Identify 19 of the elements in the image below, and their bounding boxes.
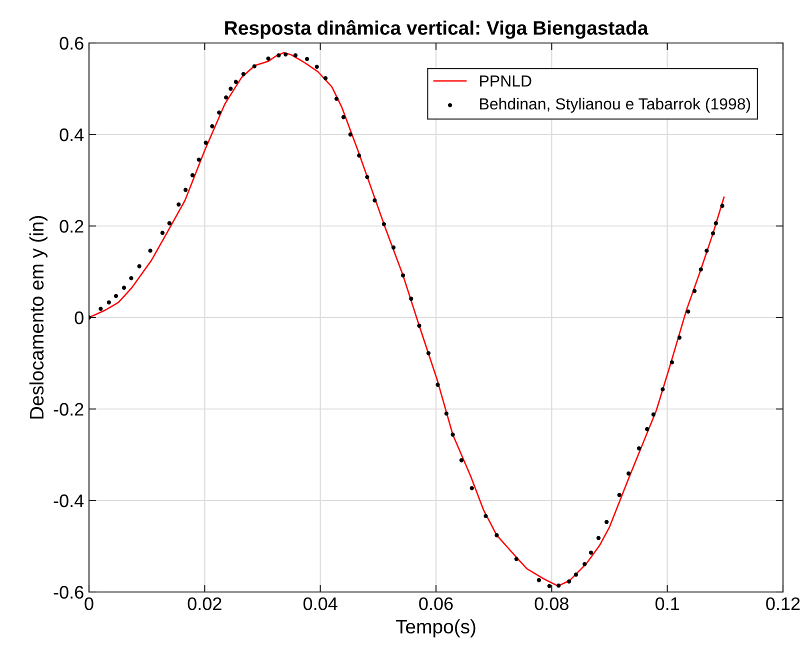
chart-title: Resposta dinâmica vertical: Viga Biengastada [225, 20, 648, 39]
legend-label: PPNLD [480, 76, 532, 87]
x-axis-title: Tempo(s) [396, 619, 476, 638]
y-axis-title: Deslocamento em y (in) [29, 216, 48, 419]
x-tick-label: 0.02 [188, 597, 222, 610]
y-tick-label: -0.4 [54, 494, 84, 508]
y-tick-label: 0 [74, 311, 84, 324]
y-tick-label: -0.2 [54, 402, 84, 416]
x-tick-label: 0.04 [303, 597, 338, 610]
x-tick-label: 0.08 [534, 597, 568, 610]
legend-label: Behdinan, Stylianou e Tabarrok (1998) [480, 98, 750, 113]
x-tick-label: 0.06 [419, 597, 453, 610]
y-tick-label: 0.4 [60, 128, 84, 142]
x-tick-label: 0.1 [655, 597, 680, 610]
x-tick-label: 0 [84, 597, 94, 610]
y-tick-label: 0.6 [60, 36, 84, 50]
y-tick-label: -0.6 [54, 586, 84, 599]
x-tick-label: 0.12 [766, 597, 800, 610]
y-tick-label: 0.2 [60, 220, 84, 233]
